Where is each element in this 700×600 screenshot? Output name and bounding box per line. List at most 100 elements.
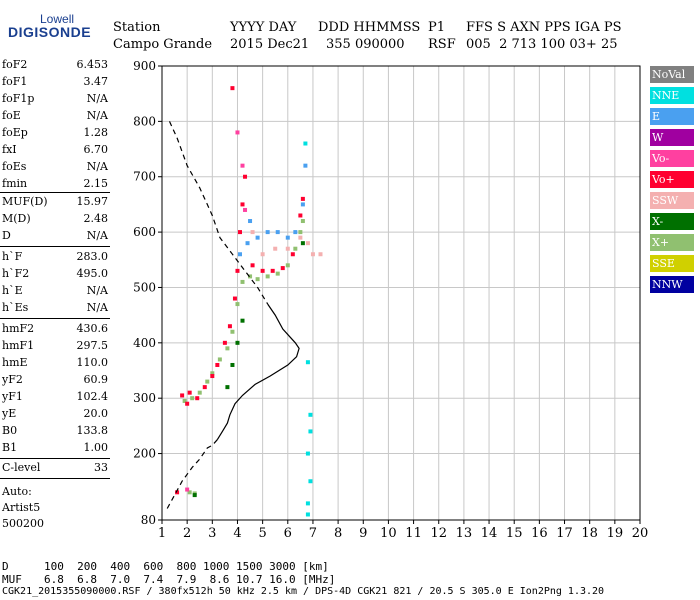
param-value: 283.0 [76,250,109,263]
legend-item: NNW [650,276,694,293]
header-params-label: FFS S AXN PPS IGA PS [466,20,622,35]
header-p1-label: P1 [428,20,446,35]
echo-point [303,141,308,146]
echo-point [300,196,305,201]
echo-point [248,274,253,279]
x-tick-label: 20 [632,526,649,541]
x-tick-label: 14 [481,526,498,541]
x-tick-label: 15 [506,526,523,541]
footer-info: CGK21_2015355090000.RSF / 380fx512h 50 k… [2,586,605,597]
param-value: 6.453 [76,58,109,71]
footer-muf-values: 6.8 6.8 7.0 7.4 7.9 8.6 10.7 16.0 [MHz] [44,573,336,586]
logo-digisonde: DIGISONDE [8,24,92,40]
echo-point [225,346,230,351]
x-tick-label: 13 [456,526,473,541]
echo-point [303,163,308,168]
header-year-day-label: YYYY DAY [230,20,297,35]
logo-subtitle: Lowell [40,12,75,26]
param-row: yF1 102.4 [2,390,108,406]
echo-point [225,385,230,390]
profile-curve-dashed [168,121,269,305]
y-tick-label: 800 [133,114,156,128]
echo-point [235,302,240,307]
x-tick-label: 8 [334,526,342,541]
echo-point [185,487,190,492]
echo-point [298,230,303,235]
param-value: N/A [86,229,108,242]
param-value: 133.8 [76,424,109,437]
x-tick-label: 10 [380,526,397,541]
profile-curve-dashed-low [166,439,218,510]
divider [0,478,110,479]
param-key: C-level [2,461,41,474]
echo-point [235,268,240,273]
echo-point [308,429,313,434]
param-row: h`F 283.0 [2,250,108,266]
legend-item: NNE [650,87,694,104]
param-row: h`Es N/A [2,301,108,317]
header-station-value: Campo Grande [113,37,213,52]
footer-d-label: D [2,560,9,573]
x-tick-label: 4 [233,526,241,541]
param-value: 1.28 [83,126,109,139]
echo-point [235,130,240,135]
echo-point [250,230,255,235]
echo-point [217,357,222,362]
param-value: 297.5 [76,339,109,352]
param-key: hmF1 [2,339,35,352]
param-key: foE [2,109,21,122]
echo-point [275,271,280,276]
echo-point [210,374,215,379]
param-key: M(D) [2,212,31,225]
param-row: h`F2 495.0 [2,267,108,283]
echo-point [187,390,192,395]
param-row: M(D) 2.48 [2,212,108,228]
chart-frame [161,65,641,521]
echo-point [290,252,295,257]
param-row: foEs N/A [2,160,108,176]
x-tick-label: 3 [208,526,216,541]
echo-point [235,340,240,345]
echo-point [185,401,190,406]
divider [0,246,110,247]
param-key: D [2,229,11,242]
param-key: h`Es [2,301,29,314]
param-value: 20.0 [83,407,109,420]
divider [0,458,110,459]
header-ddd-hhmmss-label: DDD HHMMSS [318,20,421,35]
echo-point [232,296,237,301]
param-row: h`E N/A [2,284,108,300]
auto-artist: Artist5 [2,501,41,514]
param-row: foF1p N/A [2,92,108,108]
legend-item: Vo+ [650,171,694,188]
param-value: 1.00 [83,441,109,454]
auto-label: Auto: [2,485,32,498]
echo-point [260,252,265,257]
echo-point [205,379,210,384]
param-value: N/A [86,301,108,314]
echo-point [210,371,215,376]
echo-point [190,396,195,401]
param-row: B1 1.00 [2,441,108,457]
profile-curve [216,303,300,441]
auto-code: 500200 [2,517,44,530]
echo-point [192,493,197,498]
echo-point [240,163,245,168]
divider [0,318,110,319]
param-row: fmin 2.15 [2,177,108,193]
param-value: N/A [86,160,108,173]
divider [0,192,110,193]
echo-point [310,252,315,257]
param-key: foF1p [2,92,35,105]
param-key: foEp [2,126,28,139]
param-value: 495.0 [76,267,109,280]
x-tick-label: 1 [158,526,166,541]
footer-muf-label: MUF [2,573,22,586]
param-value: N/A [86,284,108,297]
chart-marks [175,86,323,517]
echo-point [318,252,323,257]
param-value: 3.47 [83,75,109,88]
echo-point [265,230,270,235]
echo-point [293,230,298,235]
